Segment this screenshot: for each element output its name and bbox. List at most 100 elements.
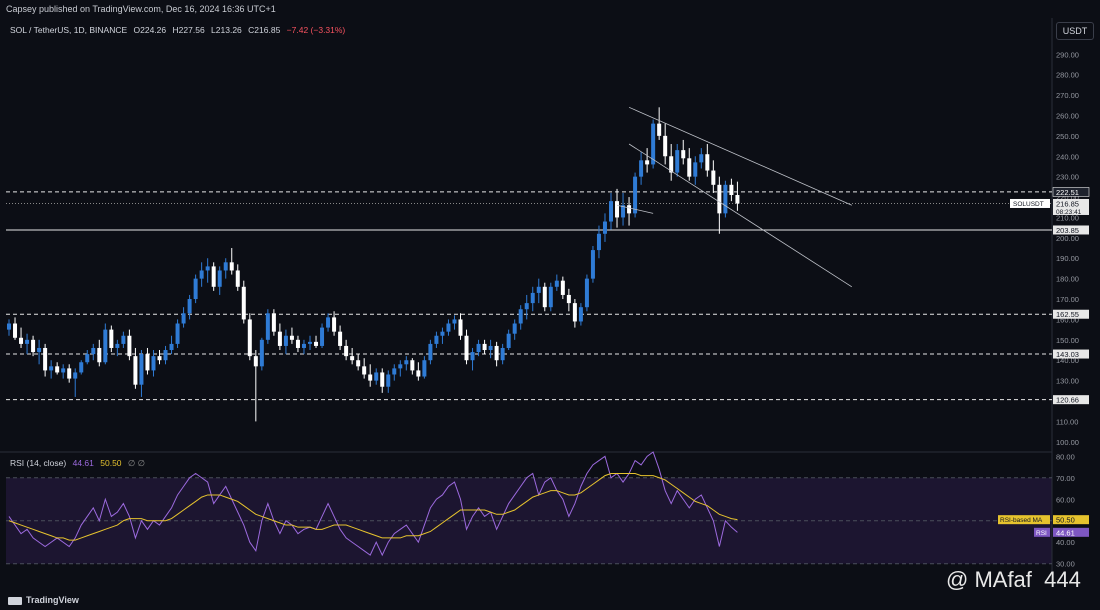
price-change: −7.42 (−3.31%) <box>286 25 346 35</box>
symbol-tag-text: SOLUSDT <box>1013 201 1044 208</box>
candle-body <box>392 368 397 375</box>
price-label-box <box>1053 225 1089 235</box>
candle-body <box>217 270 222 287</box>
price-label-text: 222.51 <box>1056 188 1079 197</box>
candle-body <box>31 339 36 353</box>
rsi-tick-label: 60.00 <box>1056 495 1075 504</box>
candle-body <box>566 294 571 304</box>
candle-body <box>259 339 264 367</box>
price-tick-label: 240.00 <box>1056 152 1079 161</box>
ohlc-close: C216.85 <box>248 25 281 35</box>
candle-body <box>73 372 78 379</box>
candle-body <box>169 343 174 351</box>
candle-body <box>651 123 656 165</box>
candle-body <box>717 184 722 214</box>
candle-body <box>410 360 415 371</box>
candle-body <box>223 262 228 271</box>
candle-body <box>422 360 427 377</box>
candle-body <box>7 323 11 330</box>
ohlc-low: L213.26 <box>211 25 242 35</box>
trendline <box>628 143 853 288</box>
candle-body <box>175 323 180 344</box>
candle-body <box>572 303 577 322</box>
currency-button[interactable]: USDT <box>1056 22 1094 40</box>
chart-area[interactable]: 290.00 280.00 270.00 260.00 250.00 240.00 230.… <box>0 18 1100 582</box>
candle-body <box>584 278 589 308</box>
candle-body <box>512 323 517 334</box>
candle-body <box>621 205 626 218</box>
candle-body <box>518 309 523 324</box>
price-label-timer: 08:23:41 <box>1056 209 1082 216</box>
price-label-text: 143.03 <box>1056 350 1079 359</box>
candle-body <box>37 347 42 353</box>
rsi-tick-label: 30.00 <box>1056 560 1075 569</box>
rsi-ma-line <box>8 472 738 541</box>
footer: TradingView <box>0 590 1100 610</box>
rsi-axis-text: 44.61 <box>1056 528 1075 537</box>
candle-body <box>470 352 475 361</box>
rsi-ma-axis-box <box>1053 515 1089 525</box>
price-chart-svg[interactable]: 290.00 280.00 270.00 260.00 250.00 240.00 230.… <box>0 18 1100 582</box>
candle-body <box>109 329 114 348</box>
candle-body <box>560 280 565 295</box>
candle-body <box>127 335 132 357</box>
price-tick-label: 290.00 <box>1056 50 1079 59</box>
price-tick-label: 210.00 <box>1056 213 1079 222</box>
price-label-box <box>1053 309 1089 319</box>
rsi-line <box>8 451 738 557</box>
symbol-legend: SOL / TetherUS, 1D, BINANCE O224.26 H227… <box>10 25 349 35</box>
rsi-title[interactable]: RSI (14, close) <box>10 458 67 468</box>
candle-body <box>211 266 216 287</box>
rsi-value: 44.61 <box>72 458 94 468</box>
candle-body <box>615 201 620 218</box>
price-tick-label: 200.00 <box>1056 234 1079 243</box>
candle-body <box>139 354 144 385</box>
candle-body <box>663 135 668 157</box>
candle-body <box>675 150 680 173</box>
rsi-tick-label: 70.00 <box>1056 474 1075 483</box>
candle-body <box>350 356 355 361</box>
candle-body <box>67 368 72 379</box>
candle-body <box>506 333 511 348</box>
candle-body <box>705 154 710 171</box>
candle-body <box>193 278 198 300</box>
price-label-text: 162.55 <box>1056 310 1079 319</box>
rsi-axis-box <box>1053 527 1089 537</box>
candle-body <box>404 360 409 365</box>
candle-body <box>681 150 686 159</box>
price-tick-label: 260.00 <box>1056 111 1079 120</box>
price-tick-label: 250.00 <box>1056 132 1079 141</box>
candle-body <box>711 170 716 185</box>
candle-body <box>308 341 312 344</box>
price-tick-label: 130.00 <box>1056 377 1079 386</box>
tradingview-brand: TradingView <box>26 595 79 605</box>
candle-body <box>145 354 150 371</box>
candle-body <box>241 286 246 320</box>
price-tick-label: 160.00 <box>1056 315 1079 324</box>
price-label-box <box>1053 198 1089 215</box>
candle-body <box>578 307 583 322</box>
price-label-box <box>1053 349 1089 359</box>
price-tick-label: 190.00 <box>1056 254 1079 263</box>
candle-body <box>97 347 102 363</box>
price-tick-label: 180.00 <box>1056 275 1079 284</box>
price-label-text: 120.66 <box>1056 396 1079 405</box>
candle-body <box>326 317 331 328</box>
candle-body <box>693 162 698 177</box>
symbol-name[interactable]: SOL / TetherUS, 1D, BINANCE <box>10 25 128 35</box>
candle-body <box>530 292 535 304</box>
price-label-text: 216.85 <box>1056 199 1079 208</box>
candle-body <box>452 319 457 324</box>
candle-body <box>133 356 138 385</box>
tradingview-logo[interactable]: TradingView <box>8 590 79 610</box>
candle-body <box>645 160 650 165</box>
candle-body <box>723 184 728 214</box>
price-tick-label: 170.00 <box>1056 295 1079 304</box>
candle-body <box>301 343 306 348</box>
candle-body <box>79 362 84 373</box>
candle-body <box>163 350 168 361</box>
candle-body <box>374 372 379 381</box>
candle-body <box>590 250 595 279</box>
rsi-tag-text: RSI <box>1036 530 1047 537</box>
price-label-text: 203.85 <box>1056 226 1079 235</box>
